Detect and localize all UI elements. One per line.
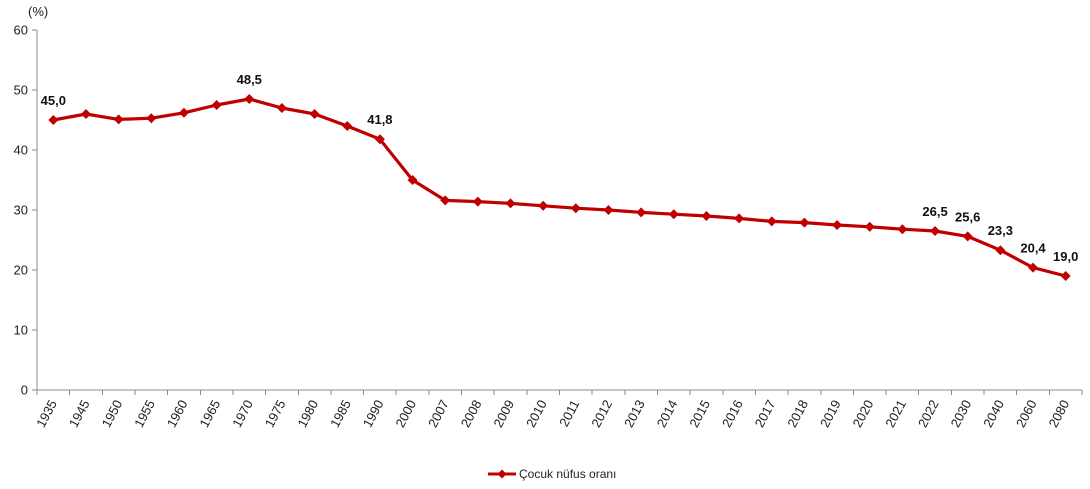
data-point-marker (897, 224, 908, 235)
x-tick-label: 2060 (1013, 397, 1040, 430)
x-tick-label: 2011 (556, 397, 582, 429)
data-point-marker (146, 113, 157, 124)
data-point-marker (962, 231, 973, 242)
data-point-marker (766, 216, 777, 227)
x-tick-label: 2020 (850, 397, 877, 430)
data-point-marker (309, 109, 320, 119)
data-label: 25,6 (955, 209, 980, 224)
x-tick-label: 2022 (915, 397, 942, 430)
data-point-marker (244, 94, 255, 104)
x-tick-label: 2015 (686, 397, 713, 430)
legend: Çocuk nüfus oranı (488, 467, 616, 481)
data-labels-layer: 45,0 48,5 41,8 26,5 25,6 23,3 20,4 19,0 (41, 72, 1079, 264)
data-point-marker (864, 221, 875, 232)
x-tick-label: 2012 (588, 397, 615, 430)
data-point-marker (570, 203, 581, 214)
x-tick-label: 2008 (458, 397, 485, 430)
data-point-marker (440, 195, 451, 206)
y-tick-label: 40 (14, 143, 28, 158)
x-tick-label: 2017 (752, 397, 779, 430)
data-point-marker (48, 115, 59, 125)
series-layer (48, 94, 1071, 281)
x-tick-label: 1945 (66, 397, 93, 430)
data-point-marker (505, 198, 516, 209)
data-point-marker (832, 220, 843, 230)
x-tick-label: 2010 (523, 397, 550, 430)
y-tick-label: 10 (14, 323, 28, 338)
data-point-marker (668, 209, 679, 220)
x-tick-label: 2000 (392, 397, 419, 430)
data-label: 26,5 (922, 204, 947, 219)
x-axis: 1935 1945 1950 1955 1960 1965 1970 1975 1980 1985… (33, 389, 1083, 430)
y-tick-label: 60 (14, 23, 28, 38)
x-tick-label: 1970 (229, 397, 256, 430)
x-tick-label: 1990 (360, 397, 387, 430)
y-tick-label: 30 (14, 203, 28, 218)
series-line-cocuk-nufus-orani (53, 97, 1067, 278)
data-point-marker (1060, 271, 1071, 281)
data-label: 20,4 (1020, 241, 1046, 256)
data-point-marker (342, 121, 353, 131)
data-label: 19,0 (1053, 249, 1078, 264)
data-point-marker (211, 100, 222, 110)
legend-label: Çocuk nüfus oranı (519, 467, 616, 481)
x-tick-label: 1985 (327, 397, 354, 430)
x-tick-label: 2007 (425, 397, 452, 430)
data-point-marker (80, 109, 91, 119)
x-tick-label: 1965 (196, 397, 223, 430)
x-tick-label: 2040 (980, 397, 1007, 430)
legend-marker-swatch (497, 469, 507, 479)
data-point-marker (276, 103, 287, 113)
x-tick-label: 2014 (654, 397, 681, 430)
y-tick-label: 20 (14, 263, 28, 278)
data-point-marker (1028, 262, 1039, 273)
data-point-marker (374, 134, 385, 145)
data-point-marker (636, 207, 647, 218)
data-point-marker (995, 245, 1006, 256)
y-tick-label: 50 (14, 83, 28, 98)
data-label: 48,5 (237, 72, 262, 87)
data-label: 45,0 (41, 93, 66, 108)
data-point-marker (538, 200, 549, 211)
x-tick-label: 2013 (621, 397, 648, 430)
x-tick-label: 1935 (33, 397, 60, 430)
data-point-marker (178, 107, 189, 118)
y-tick-label: 0 (21, 383, 28, 398)
data-point-marker (113, 114, 124, 125)
data-point-marker (472, 196, 483, 207)
data-point-marker (603, 205, 614, 215)
x-tick-label: 2019 (817, 397, 844, 430)
data-point-marker (799, 217, 810, 228)
data-point-marker (407, 175, 418, 185)
data-label: 41,8 (367, 112, 392, 127)
x-tick-label: 2021 (882, 397, 909, 430)
x-tick-label: 1950 (98, 397, 125, 430)
x-tick-label: 2030 (948, 397, 975, 430)
data-point-marker (701, 211, 712, 221)
x-tick-label: 2080 (1045, 397, 1072, 430)
x-tick-label: 1975 (262, 397, 289, 430)
x-tick-label: 2009 (490, 397, 517, 430)
data-point-marker (930, 226, 941, 236)
y-axis: 0 10 20 30 40 50 60 (14, 23, 38, 398)
x-tick-label: 1955 (131, 397, 158, 430)
y-axis-unit-label: (%) (28, 4, 48, 19)
x-tick-label: 1960 (164, 397, 191, 430)
x-tick-label: 2018 (784, 397, 811, 430)
data-point-marker (734, 213, 745, 224)
data-label: 23,3 (988, 223, 1013, 238)
x-tick-label: 2016 (719, 397, 746, 430)
x-tick-label: 1980 (294, 397, 321, 430)
